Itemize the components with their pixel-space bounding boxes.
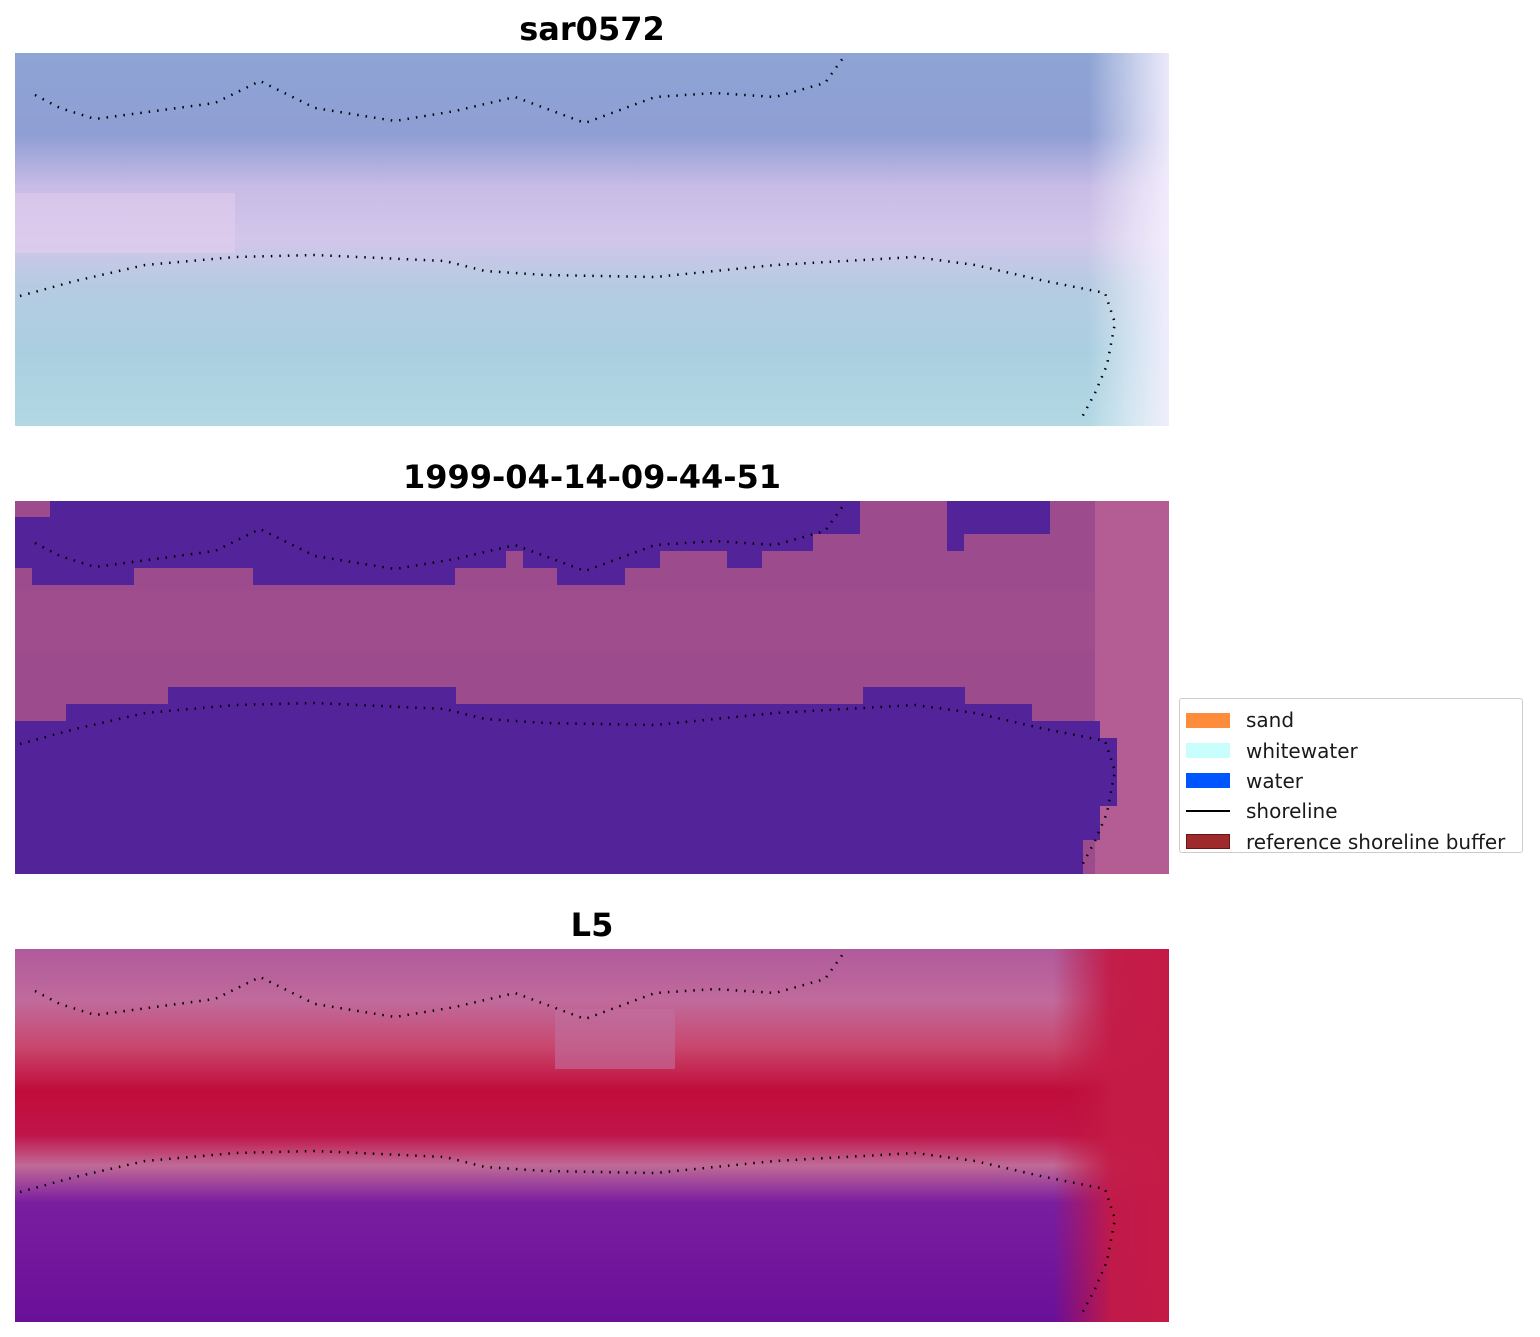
water-region-upper — [15, 501, 860, 585]
shoreline-lower — [19, 253, 1117, 422]
legend-item-water: water — [1186, 766, 1522, 796]
legend-item-reference-shoreline-buffer: reference shoreline buffer — [1186, 827, 1522, 857]
index-panel — [15, 949, 1169, 1322]
panel-title-classification: 1999-04-14-09-44-51 — [402, 458, 782, 496]
legend-swatch-shoreline — [1186, 810, 1230, 813]
classification-panel — [15, 501, 1169, 874]
rgb-image — [15, 53, 1169, 426]
legend: sand whitewater water shoreline referenc… — [1179, 698, 1523, 854]
classification-image — [15, 501, 1169, 874]
legend-swatch-reference-buffer — [1186, 834, 1230, 850]
panel-title-rgb: sar0572 — [519, 10, 665, 48]
shoreline-upper — [34, 57, 845, 125]
legend-swatch-water — [1186, 773, 1230, 789]
legend-item-shoreline: shoreline — [1186, 796, 1522, 826]
legend-swatch-whitewater — [1186, 743, 1230, 759]
rgb-image-panel — [15, 53, 1169, 426]
legend-swatch-sand — [1186, 712, 1230, 728]
legend-item-whitewater: whitewater — [1186, 735, 1522, 765]
water-region-small — [947, 501, 1050, 534]
water-region-lower — [15, 687, 1117, 874]
legend-item-sand: sand — [1186, 705, 1522, 735]
index-image — [15, 949, 1169, 1322]
panel-title-index: L5 — [570, 906, 614, 944]
